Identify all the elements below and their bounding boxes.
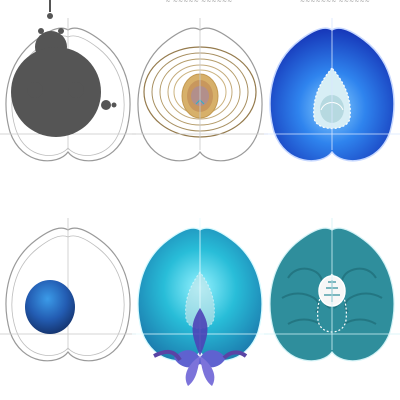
mandelbrot-heart-svg bbox=[0, 0, 136, 162]
blue-egg-icon bbox=[25, 280, 75, 334]
panel-blue-ice-heart bbox=[264, 0, 400, 200]
blue-egg-heart-svg bbox=[0, 218, 136, 362]
panel-cyan-flower-heart bbox=[132, 200, 268, 400]
middle-top-caption: ~ ~~~~~ ~~~~~~ bbox=[165, 0, 233, 5]
blue-ice-heart-svg bbox=[264, 18, 400, 162]
cyan-flower-heart-svg bbox=[132, 218, 268, 386]
teal-brain-heart-svg bbox=[264, 218, 400, 362]
iris-flower-icon bbox=[153, 308, 248, 386]
panel-blue-egg-heart bbox=[0, 200, 136, 400]
panel-mandelbrot-heart bbox=[0, 0, 136, 200]
golden-spiral-heart-svg bbox=[132, 18, 268, 162]
panel-teal-brain-heart bbox=[264, 200, 400, 400]
panel-golden-spiral-heart bbox=[132, 0, 268, 200]
right-top-caption: ~~~~~~~ ~~~~~~ bbox=[299, 0, 371, 5]
mandelbrot-set-icon bbox=[11, 0, 117, 137]
